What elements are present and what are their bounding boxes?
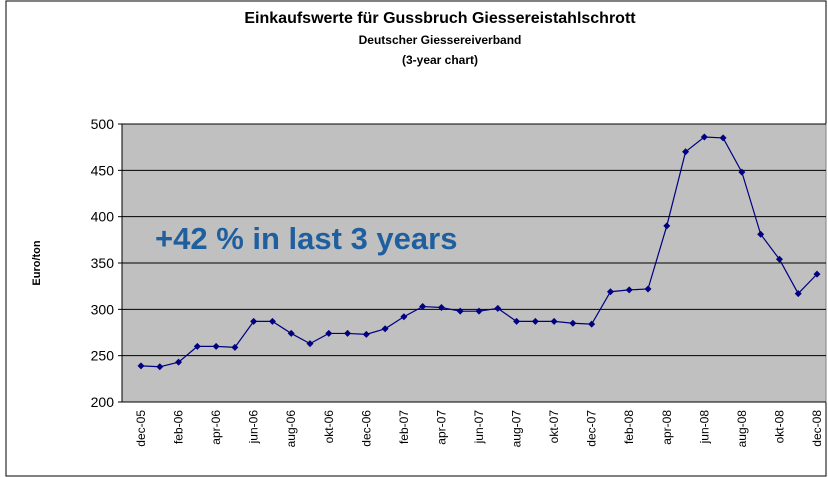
x-tick-label: feb-06 [172, 410, 186, 444]
point-marker [719, 134, 727, 142]
point-marker [738, 168, 746, 176]
x-tick-label: okt-07 [547, 410, 561, 444]
point-marker [156, 363, 164, 371]
x-tick-label: feb-08 [622, 410, 636, 444]
point-marker [813, 270, 821, 278]
point-marker [682, 148, 690, 156]
x-tick-label: okt-06 [322, 410, 336, 444]
y-axis-label: Euro/ton [31, 240, 43, 285]
point-marker [494, 304, 502, 312]
point-marker [344, 329, 352, 337]
point-marker [569, 319, 577, 327]
x-tick-label: aug-06 [284, 410, 298, 448]
y-tick-label: 350 [91, 255, 115, 271]
x-tick-label: feb-07 [397, 410, 411, 444]
point-marker [700, 133, 708, 141]
point-marker [362, 330, 370, 338]
x-tick-label: okt-08 [772, 410, 786, 444]
y-tick-label: 500 [91, 116, 115, 132]
point-marker [513, 317, 521, 325]
x-tick-label: aug-07 [510, 410, 524, 448]
x-tick-label: apr-08 [660, 410, 674, 445]
point-marker [775, 255, 783, 263]
point-marker [437, 303, 445, 311]
point-marker [212, 342, 220, 350]
point-marker [325, 329, 333, 337]
point-marker [306, 340, 314, 348]
chart-subtitle: Deutscher Giessereiverband [359, 33, 522, 47]
point-marker [588, 320, 596, 328]
x-tick-label: jun-07 [472, 410, 486, 445]
x-tick-label: jun-06 [247, 410, 261, 445]
point-marker [456, 307, 464, 315]
chart-subtitle: (3-year chart) [402, 53, 478, 67]
point-marker [663, 222, 671, 230]
point-marker [606, 288, 614, 296]
point-marker [475, 307, 483, 315]
point-marker [137, 362, 145, 370]
x-tick-label: jun-08 [697, 410, 711, 445]
x-tick-label: apr-06 [209, 410, 223, 445]
x-tick-label: apr-07 [434, 410, 448, 445]
x-tick-label: aug-08 [735, 410, 749, 448]
point-marker [625, 286, 633, 294]
point-marker [794, 290, 802, 298]
annotation: +42 % in last 3 years [155, 221, 457, 256]
point-marker [268, 317, 276, 325]
chart-title: Einkaufswerte für Gussbruch Giessereista… [244, 10, 636, 27]
point-marker [644, 285, 652, 293]
point-marker [381, 325, 389, 333]
point-marker [193, 342, 201, 350]
y-tick-label: 400 [91, 209, 115, 225]
x-tick-label: dec-08 [810, 410, 824, 447]
x-tick-label: dec-05 [134, 410, 148, 447]
point-marker [419, 303, 427, 311]
y-tick-label: 450 [91, 162, 115, 178]
point-marker [231, 343, 239, 351]
point-marker [400, 313, 408, 321]
point-marker [175, 358, 183, 366]
y-tick-label: 300 [91, 301, 115, 317]
x-tick-label: dec-07 [585, 410, 599, 447]
point-marker [287, 329, 295, 337]
point-marker [550, 317, 558, 325]
x-tick-label: dec-06 [359, 410, 373, 447]
point-marker [531, 317, 539, 325]
y-tick-label: 200 [91, 394, 115, 410]
point-marker [757, 230, 765, 238]
y-tick-label: 250 [91, 348, 115, 364]
point-marker [250, 317, 258, 325]
